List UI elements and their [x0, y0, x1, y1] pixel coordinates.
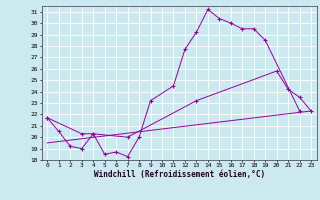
X-axis label: Windchill (Refroidissement éolien,°C): Windchill (Refroidissement éolien,°C) — [94, 170, 265, 179]
